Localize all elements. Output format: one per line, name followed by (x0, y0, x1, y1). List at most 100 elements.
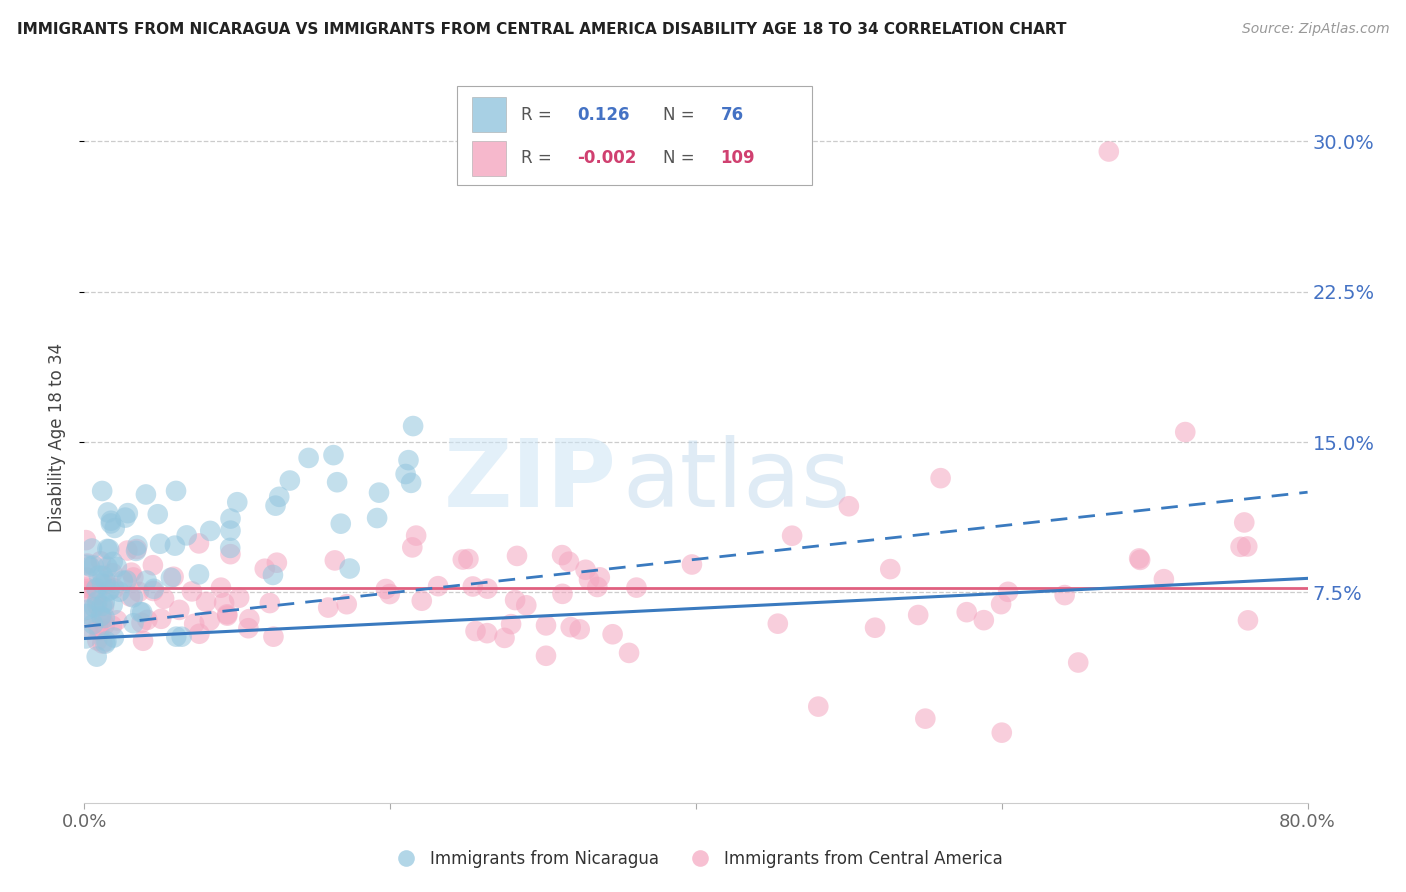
Point (132, 633, 155, 648)
Point (75, 582, 97, 597)
Point (238, 612, 260, 626)
Text: -0.002: -0.002 (578, 149, 637, 168)
Point (98, 582, 121, 597)
Point (104, 521, 127, 535)
Point (76, 602, 98, 616)
Point (997, 584, 1019, 599)
Point (90, 599, 112, 613)
Point (84, 583, 107, 598)
Point (991, 725, 1014, 739)
Point (75, 533, 97, 548)
Point (506, 549, 529, 563)
Point (329, 516, 352, 531)
Point (117, 543, 139, 558)
Point (86, 588, 108, 602)
Text: N =: N = (664, 149, 695, 168)
Point (91, 568, 114, 582)
Point (405, 528, 427, 542)
Point (780, 529, 803, 543)
Point (366, 511, 388, 525)
Point (86, 594, 108, 608)
Point (269, 490, 291, 504)
Point (411, 593, 433, 607)
Point (551, 587, 574, 601)
Point (170, 630, 193, 644)
Point (136, 613, 159, 627)
Point (457, 552, 479, 566)
Text: 109: 109 (720, 149, 755, 168)
Point (101, 555, 124, 569)
Point (125, 542, 148, 557)
Point (336, 597, 359, 611)
Point (188, 536, 211, 550)
Point (1098, 145, 1121, 159)
Point (401, 541, 423, 555)
Point (188, 626, 211, 640)
Point (534, 618, 557, 632)
Point (169, 603, 191, 617)
Point (326, 475, 349, 490)
Point (477, 582, 499, 596)
Point (1067, 656, 1090, 670)
Point (259, 596, 281, 610)
FancyBboxPatch shape (457, 86, 813, 185)
Point (90, 554, 112, 568)
Point (135, 574, 157, 588)
Point (149, 537, 172, 551)
Y-axis label: Disability Age 18 to 34: Disability Age 18 to 34 (48, 343, 66, 532)
Point (105, 560, 128, 574)
Point (200, 524, 222, 538)
Legend: Immigrants from Nicaragua, Immigrants from Central America: Immigrants from Nicaragua, Immigrants fr… (382, 844, 1010, 875)
Point (125, 544, 148, 558)
Text: R =: R = (522, 105, 551, 123)
Point (501, 617, 523, 632)
Point (1129, 553, 1152, 567)
Point (929, 471, 952, 485)
Text: atlas: atlas (623, 435, 851, 527)
Point (94, 577, 117, 591)
Point (108, 584, 131, 599)
Point (76, 607, 98, 621)
Point (503, 593, 526, 607)
Point (626, 581, 648, 595)
Point (586, 580, 609, 594)
Point (87, 568, 110, 582)
Point (238, 621, 260, 635)
Point (1153, 572, 1175, 586)
Point (262, 568, 284, 582)
Point (163, 539, 186, 553)
Point (96, 634, 118, 648)
Point (863, 621, 886, 635)
Point (146, 507, 169, 521)
Point (181, 584, 204, 599)
Point (339, 561, 361, 575)
Point (956, 605, 979, 619)
Point (838, 500, 860, 514)
Point (195, 595, 218, 609)
Point (89, 624, 111, 638)
Point (907, 607, 929, 622)
Point (122, 570, 145, 584)
Point (122, 591, 145, 605)
Point (103, 631, 125, 645)
Point (93, 599, 115, 614)
Point (253, 562, 276, 576)
Point (98, 542, 121, 557)
Point (142, 558, 165, 573)
Point (266, 556, 288, 570)
Point (1174, 425, 1197, 439)
Point (766, 616, 789, 631)
Point (120, 566, 142, 580)
Point (515, 599, 537, 613)
Point (212, 596, 235, 610)
Point (77, 623, 100, 637)
Point (394, 467, 416, 481)
Point (94, 611, 117, 625)
Point (75, 603, 97, 617)
Point (219, 547, 242, 561)
Point (97, 505, 120, 519)
Point (568, 623, 591, 637)
Point (226, 495, 249, 509)
Point (76, 570, 98, 584)
Point (602, 627, 624, 641)
